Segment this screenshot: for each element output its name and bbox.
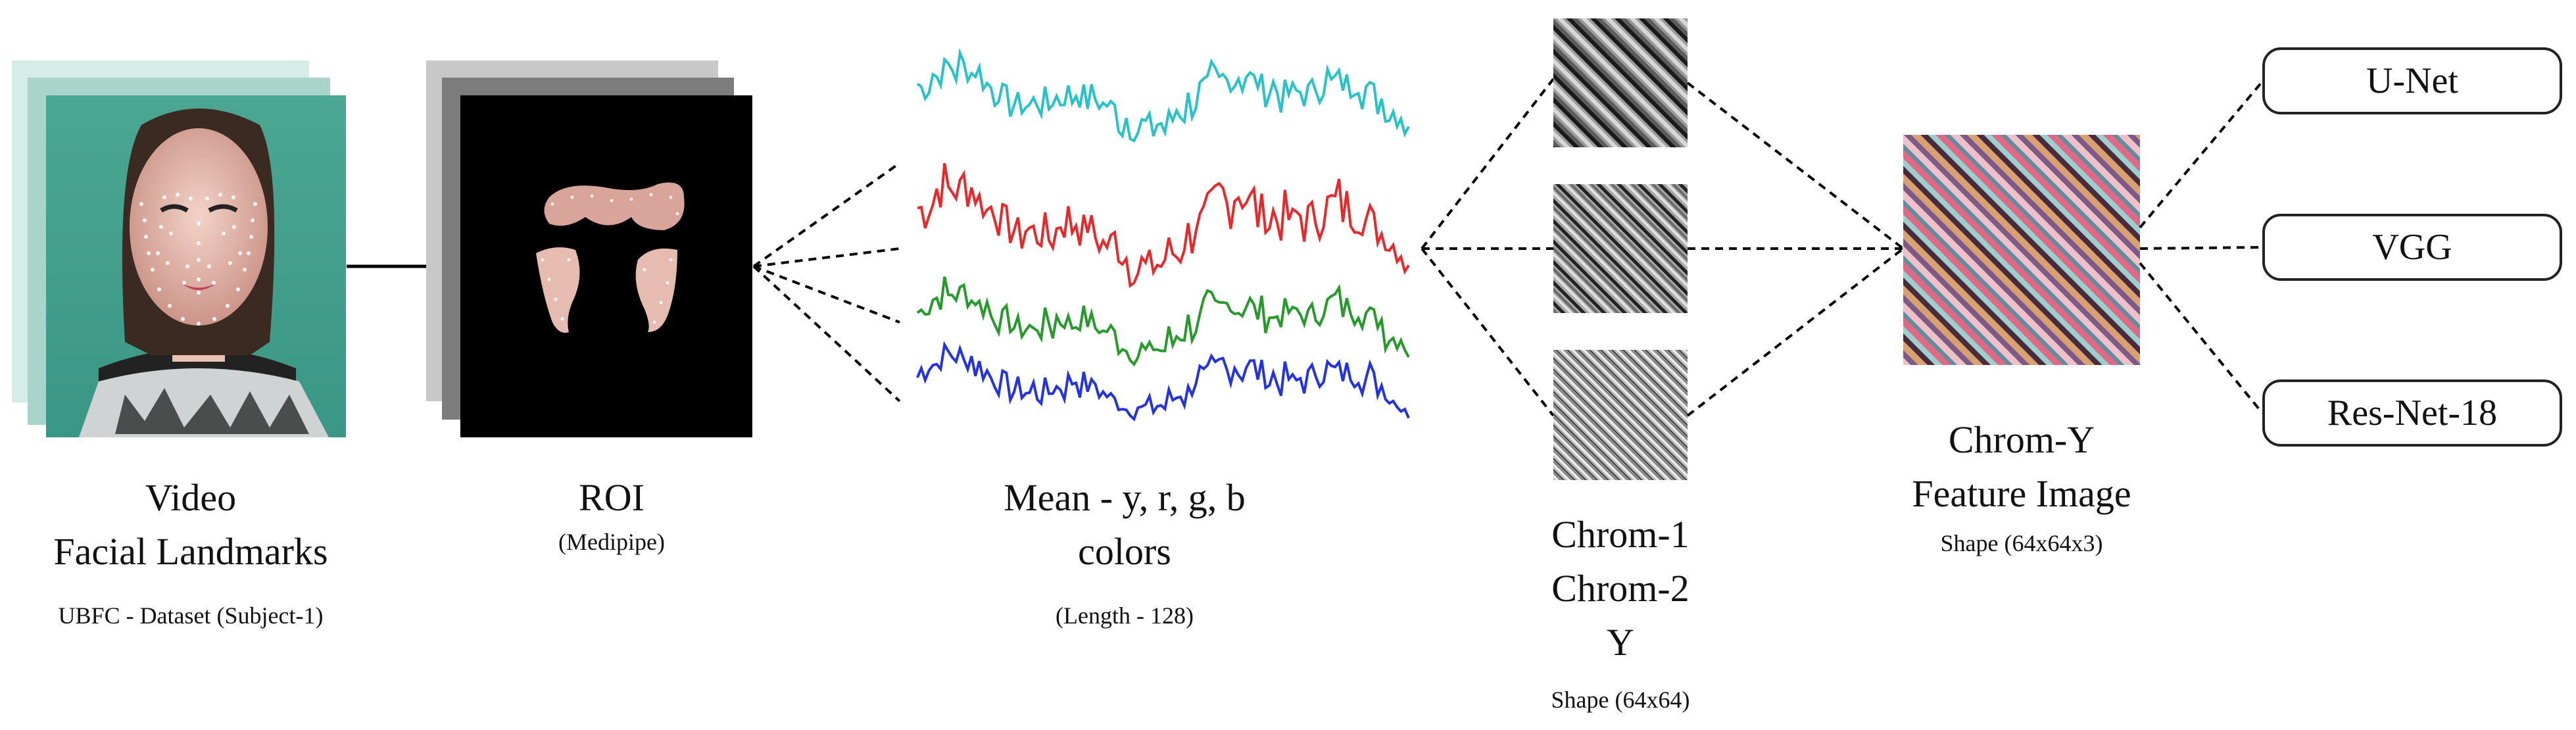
video-caption: UBFC - Dataset (Subject-1): [58, 602, 324, 629]
chrom-title: Chrom-1 Chrom-2 Y: [1489, 508, 1752, 669]
roi-title: ROI: [579, 476, 644, 519]
signals-title: Mean - y, r, g, b colors: [921, 471, 1328, 579]
chrom-title-line3: Y: [1607, 621, 1634, 664]
chrom-title-line2: Chrom-2: [1551, 567, 1689, 610]
signal-g-line: [916, 276, 1410, 367]
video-title-line2: Facial Landmarks: [53, 530, 328, 573]
chrom-y-feature-image: [1903, 135, 2140, 365]
signal-plots: [916, 47, 1410, 422]
feature-title-line2: Feature Image: [1912, 472, 2131, 515]
feature-title-line1: Chrom-Y: [1948, 418, 2095, 461]
signals-caption: (Length - 128): [1056, 602, 1194, 629]
connector-chrom-to-feature: [1686, 82, 1905, 417]
signal-r-line: [917, 162, 1410, 288]
roi-caption: (Medipipe): [558, 529, 665, 555]
chrom-caption: Shape (64x64): [1551, 687, 1690, 713]
feature-title: Chrom-Y Feature Image: [1857, 413, 2186, 521]
connector-roi-to-signals: [752, 162, 901, 402]
connector-signals-to-chrom: [1421, 78, 1555, 417]
model-resnet18-box[interactable]: Res-Net-18: [2262, 379, 2562, 447]
model-resnet18-label: Res-Net-18: [2327, 393, 2498, 433]
chrom-images: [1553, 18, 1688, 480]
connector-feature-to-models: [2139, 80, 2264, 414]
video-title-line1: Video: [145, 476, 237, 519]
model-vgg-label: VGG: [2372, 227, 2452, 268]
video-title: Video Facial Landmarks: [26, 471, 355, 579]
roi-mask: [460, 95, 752, 437]
signals-title-line1: Mean - y, r, g, b: [1004, 476, 1246, 519]
model-unet-box[interactable]: U-Net: [2262, 47, 2562, 114]
chrom-title-line1: Chrom-1: [1551, 513, 1689, 556]
chrom-1-image: [1553, 18, 1688, 147]
model-unet-label: U-Net: [2366, 61, 2458, 101]
signals-title-line2: colors: [1078, 530, 1171, 573]
model-vgg-box[interactable]: VGG: [2262, 214, 2562, 281]
signal-b-line: [916, 341, 1410, 422]
signal-y-line: [916, 47, 1410, 143]
y-channel-image: [1553, 350, 1688, 480]
video-stack: [12, 61, 346, 437]
roi-stack: [426, 61, 752, 437]
video-frame-face: [46, 95, 346, 437]
chrom-2-image: [1553, 184, 1688, 313]
feature-caption: Shape (64x64x3): [1940, 530, 2103, 556]
